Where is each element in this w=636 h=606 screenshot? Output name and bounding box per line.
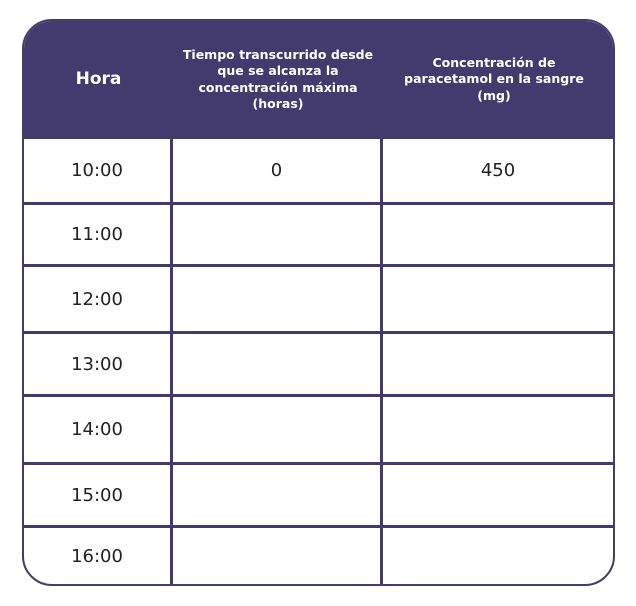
cell-tiempo <box>173 465 383 525</box>
cell-concentracion <box>383 528 613 584</box>
table-row: 11:00 <box>24 202 613 264</box>
table-row: 10:00 0 450 <box>24 136 613 202</box>
cell-hora: 14:00 <box>24 397 173 462</box>
cell-tiempo <box>173 205 383 264</box>
table-row: 13:00 <box>24 331 613 394</box>
cell-hora: 15:00 <box>24 465 173 525</box>
header-concentracion: Concentración de paracetamol en la sangr… <box>404 55 584 103</box>
header-tiempo: Tiempo transcurrido desde que se alcanza… <box>182 47 374 111</box>
cell-hora: 13:00 <box>24 334 173 394</box>
cell-concentracion <box>383 205 613 264</box>
table-header: Hora Tiempo transcurrido desde que se al… <box>24 21 613 138</box>
cell-tiempo <box>173 267 383 331</box>
cell-concentracion <box>383 334 613 394</box>
cell-concentracion <box>383 267 613 331</box>
cell-hora: 11:00 <box>24 205 173 264</box>
cell-concentracion: 450 <box>480 160 516 181</box>
cell-concentracion <box>383 397 613 462</box>
cell-hora: 12:00 <box>24 267 173 331</box>
table-row: 12:00 <box>24 264 613 331</box>
cell-tiempo <box>173 334 383 394</box>
table-row: 16:00 <box>24 525 613 584</box>
cell-concentracion <box>383 465 613 525</box>
cell-tiempo <box>173 528 383 584</box>
cell-tiempo <box>173 397 383 462</box>
table-row: 14:00 <box>24 394 613 462</box>
header-hora: Hora <box>75 69 122 90</box>
paracetamol-table: Hora Tiempo transcurrido desde que se al… <box>22 19 615 586</box>
cell-tiempo: 0 <box>173 139 383 202</box>
cell-hora: 16:00 <box>24 528 173 584</box>
table-row: 15:00 <box>24 462 613 525</box>
cell-hora: 10:00 <box>24 139 173 202</box>
